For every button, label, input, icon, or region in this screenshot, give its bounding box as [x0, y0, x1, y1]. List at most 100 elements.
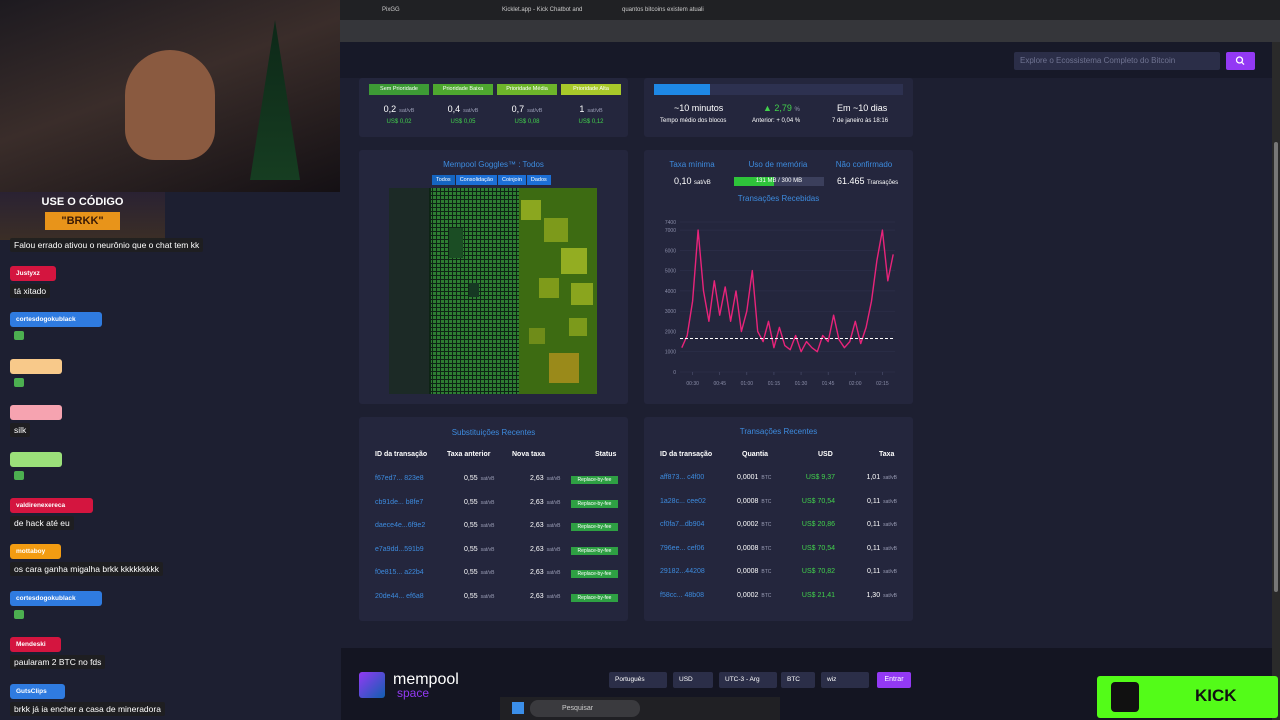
- fee-cell: 1,30 sat/vB: [866, 592, 897, 599]
- difficulty-card: ~10 minutos Tempo médio dos blocos ▲ 2,7…: [644, 78, 913, 137]
- unconfirmed-label: Não confirmado: [835, 160, 893, 169]
- login-button[interactable]: Entrar: [877, 672, 911, 688]
- tab-title: Kicklet.app - Kick Chatbot and: [502, 7, 583, 13]
- taskbar-search[interactable]: Pesquisar: [530, 700, 640, 717]
- status-badge: Replace-by-fee: [571, 546, 618, 555]
- fee-value: 2,63: [530, 475, 544, 482]
- tx-id[interactable]: daece4e...6f9e2: [375, 522, 426, 530]
- fee-value: 0,11: [866, 568, 881, 576]
- tx-id[interactable]: f58cc... 48b08: [660, 592, 704, 599]
- chat-user: valdirenexereca: [10, 498, 93, 513]
- webcam: [0, 0, 340, 192]
- fee-unit: sat/vB: [883, 545, 897, 552]
- tx-id[interactable]: 796ee... cef06: [660, 544, 705, 552]
- fee-cell: 0,11 sat/vB: [867, 568, 897, 575]
- goggles-card: Mempool Goggles™ : Todos Todos Consolidaç…: [359, 150, 628, 404]
- tx-id[interactable]: 29182...44208: [660, 568, 705, 576]
- fee-cell: 1,01 sat/vB: [866, 474, 897, 481]
- fee-pill: Sem Prioridade: [369, 84, 429, 95]
- chat-message: de hack até eu: [10, 516, 74, 530]
- usd-cell: US$ 20,86: [801, 521, 835, 529]
- tx-id[interactable]: cf0fa7...db904: [660, 521, 705, 529]
- tx-id[interactable]: 20de44... ef6a8: [375, 593, 424, 600]
- amount-cell: 0,0002 BTC: [737, 521, 771, 528]
- block-time: ~10 minutos: [674, 103, 724, 113]
- fee-unit: sat/vB: [883, 522, 897, 529]
- start-button[interactable]: [512, 702, 524, 714]
- amount-value: 0,0001: [737, 474, 759, 481]
- amount-unit: BTC: [761, 545, 772, 552]
- x-tick-label: 02:15: [876, 381, 889, 387]
- fee-cell: 0,11 sat/vB: [867, 545, 897, 552]
- fee-cell: 0,55 sat/vB: [464, 522, 495, 529]
- y-tick-label: 3000: [665, 309, 676, 315]
- fee-cell: 2,63 sat/vB: [530, 546, 561, 553]
- table-header: Taxa: [879, 451, 895, 458]
- fee-unit: sat/vB: [546, 499, 561, 506]
- usd-cell: US$ 9,37: [805, 474, 835, 481]
- fee-unit: sat/vB: [480, 546, 495, 553]
- fee-value: 1,01: [866, 474, 881, 481]
- tab-title: PixGG: [382, 7, 400, 13]
- search-input[interactable]: Explore o Ecossistema Completo do Bitcoi…: [1014, 52, 1220, 70]
- filter-button[interactable]: Dados: [526, 175, 551, 185]
- y-tick-label: 1000: [665, 350, 676, 356]
- promo: USE O CÓDIGO "BRKK": [0, 192, 165, 240]
- replacements-title[interactable]: Substituições Recentes: [451, 428, 536, 437]
- fee-unit: sat/vB: [883, 569, 897, 576]
- tab[interactable]: Kicklet.app - Kick Chatbot and: [490, 3, 605, 18]
- fee-pill: Prioridade Baixa: [433, 84, 493, 95]
- unconfirmed-value: 61.465: [837, 176, 865, 186]
- memory-bar: 131 MB / 300 MB: [734, 177, 824, 186]
- tx-id[interactable]: f0e815... a22b4: [375, 569, 424, 577]
- filter-button[interactable]: Consolidação: [455, 175, 498, 185]
- filter-button[interactable]: Coinjoin: [498, 175, 526, 185]
- fee-cell: 0,55 sat/vB: [464, 593, 495, 600]
- fee-rate: 0,2 sat/vB: [369, 104, 429, 114]
- fee-unit: sat/vB: [480, 499, 495, 506]
- fee-cell: 2,63 sat/vB: [530, 593, 561, 600]
- tx-id[interactable]: f67ed7... 823e8: [375, 475, 424, 482]
- select[interactable]: USD: [673, 672, 713, 688]
- brand-logo: [359, 672, 385, 698]
- replacements-card: Substituições Recentes ID da transação Ta…: [359, 417, 628, 621]
- chat-user: [10, 358, 62, 374]
- promo-code: "BRKK": [45, 212, 120, 230]
- tx-id[interactable]: cb91de... b8fe7: [375, 498, 424, 506]
- search-icon: [1235, 56, 1245, 66]
- difficulty-change: ▲ 2,79 %: [763, 103, 800, 113]
- search-button[interactable]: [1226, 52, 1255, 70]
- memory-fill: [734, 177, 774, 186]
- y-tick-label: 2000: [665, 329, 676, 335]
- amount-value: 0,0002: [737, 592, 759, 599]
- select[interactable]: BTC: [781, 672, 815, 688]
- select[interactable]: UTC-3 - Arg: [719, 672, 777, 688]
- tx-id[interactable]: e7a9dd...591b9: [375, 545, 424, 553]
- fee-value: 0,55: [464, 593, 478, 600]
- chat-message: paularam 2 BTC no fds: [10, 655, 106, 670]
- chat-message: Falou errado ativou o neurônio que o cha…: [10, 238, 204, 252]
- amount-cell: 0,0008 BTC: [737, 545, 771, 552]
- select[interactable]: Português: [609, 672, 667, 688]
- y-tick-label: 0: [673, 370, 676, 376]
- stats-card: Taxa mínima 0,10 sat/vB Uso de memória 1…: [644, 150, 913, 404]
- eta: Em ~10 dias: [837, 103, 888, 113]
- chat-emote: [14, 609, 24, 619]
- fee-unit: sat/vB: [546, 570, 561, 577]
- tab-title: quantos bitcoins existem atuali: [622, 7, 704, 13]
- select[interactable]: wiz: [821, 672, 869, 688]
- table-header: USD: [818, 451, 833, 458]
- goggles-title[interactable]: Mempool Goggles™ : Todos: [443, 160, 544, 169]
- tx-id[interactable]: 1a28c... cee02: [660, 497, 706, 505]
- tx-id[interactable]: aff873... c4f00: [660, 474, 705, 481]
- tab[interactable]: quantos bitcoins existem atuali: [610, 3, 725, 18]
- amount-cell: 0,0008 BTC: [737, 498, 771, 505]
- chat-user: Mendeski: [10, 637, 61, 653]
- fee-value: 0,11: [866, 497, 881, 505]
- tab[interactable]: PixGG: [370, 3, 485, 18]
- filter-button[interactable]: Todos: [432, 175, 455, 185]
- fee-cell: 0,55 sat/vB: [464, 546, 495, 553]
- table-header: ID da transação: [375, 451, 428, 458]
- tree: [250, 20, 300, 180]
- min-fee-value: 0,10: [674, 176, 692, 186]
